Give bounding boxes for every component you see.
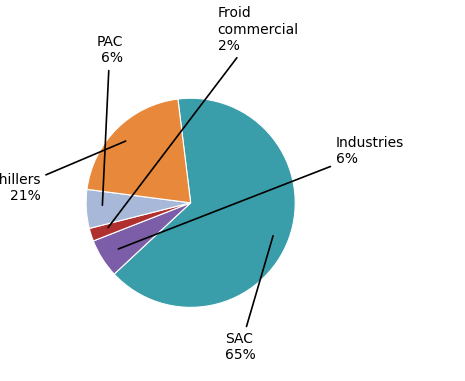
Text: SAC
65%: SAC 65% [225, 236, 273, 362]
Text: Chillers
21%: Chillers 21% [0, 141, 126, 203]
Wedge shape [87, 99, 191, 203]
Wedge shape [114, 98, 295, 307]
Wedge shape [89, 203, 191, 241]
Wedge shape [93, 203, 191, 274]
Text: PAC
6%: PAC 6% [97, 35, 123, 205]
Text: Industries
6%: Industries 6% [118, 136, 404, 249]
Wedge shape [86, 189, 191, 229]
Text: Froid
commercial
2%: Froid commercial 2% [108, 6, 299, 228]
